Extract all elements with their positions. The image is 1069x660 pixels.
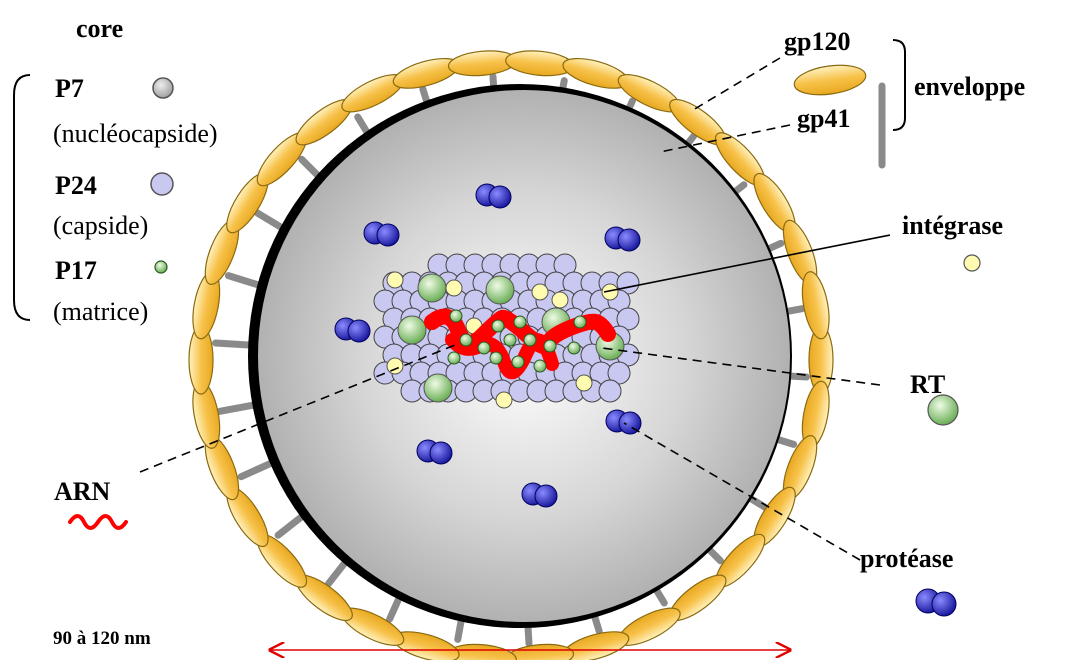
gp120-unit (801, 271, 830, 340)
gp120-unit (562, 57, 630, 89)
protease-molecule (488, 185, 512, 209)
rt-label: RT (910, 370, 945, 399)
p7-nucleocapsid (489, 351, 503, 365)
p7-nucleocapsid (567, 341, 581, 355)
p7-label: P7 (55, 74, 84, 103)
p7-nucleocapsid (477, 341, 491, 355)
size-label: 90 à 120 nm (53, 628, 151, 649)
rt-icon (927, 394, 959, 426)
integrase-molecule (575, 374, 593, 392)
p7-nucleocapsid (511, 355, 525, 369)
p7-nucleocapsid (447, 351, 461, 365)
integrase-molecule (495, 391, 513, 409)
protease-molecule (618, 411, 642, 435)
p7-nucleocapsid (449, 309, 463, 323)
gp120-icon (793, 64, 867, 96)
p17-label: P17 (55, 256, 97, 285)
core-label: core (76, 14, 123, 43)
rt-molecule (397, 315, 427, 345)
p7-nucleocapsid (543, 339, 557, 353)
core-bracket (13, 74, 31, 321)
p7-icon (152, 77, 174, 99)
protease-molecules (334, 183, 642, 508)
enveloppe-bracket (892, 39, 906, 131)
gp41-label: gp41 (797, 104, 850, 133)
p7-nucleocapsid (523, 333, 537, 347)
p7-desc: (nucléocapside) (53, 119, 218, 148)
p17-icon (154, 260, 168, 274)
p7-nucleocapsid (513, 315, 527, 329)
p7-nucleocapsid (503, 333, 517, 347)
p17-desc: (matrice) (53, 297, 148, 326)
rt-molecule (417, 273, 447, 303)
p7-nucleocapsid (573, 315, 587, 329)
p7-nucleocapsid (533, 359, 547, 373)
enveloppe-label: enveloppe (914, 72, 1025, 101)
rna-icon (68, 514, 128, 530)
protease-molecule (617, 228, 641, 252)
protease-molecule (376, 223, 400, 247)
arn-label: ARN (54, 477, 111, 506)
p24-capsid-protein (598, 379, 622, 403)
p24-desc: (capside) (53, 211, 148, 240)
integrase-molecule (445, 279, 463, 297)
p24-label: P24 (55, 171, 97, 200)
integrase-icon (963, 254, 981, 272)
protease-icon (915, 588, 957, 617)
integrase-molecule (601, 283, 619, 301)
pointer-lines (139, 57, 891, 561)
integrase-molecule (386, 357, 404, 375)
p7-nucleocapsid (459, 333, 473, 347)
p7-nucleocapsid (491, 319, 505, 333)
protease-molecule (534, 484, 558, 508)
integrase-molecule (386, 271, 404, 289)
protease-label: protéase (860, 544, 953, 573)
rt-molecule (485, 275, 515, 305)
integrase-molecule (551, 291, 569, 309)
capsid-cluster (373, 253, 640, 409)
p24-icon (150, 172, 174, 196)
gp120-label: gp120 (784, 27, 850, 56)
integrase-molecule (531, 283, 549, 301)
protease-molecule (429, 441, 453, 465)
protease-molecule (347, 319, 371, 343)
integrase-label: intégrase (902, 211, 1003, 240)
rt-molecule (423, 373, 453, 403)
